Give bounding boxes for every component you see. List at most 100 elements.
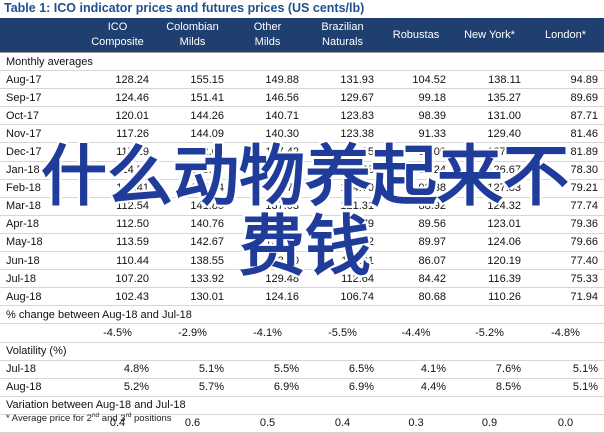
cell: 89.97 (380, 233, 452, 253)
cell: 112.64 (305, 269, 380, 289)
cell: -4.8% (527, 323, 604, 343)
table-title: Table 1: ICO indicator prices and future… (4, 1, 365, 15)
cell: 104.52 (380, 70, 452, 90)
overlay-text: 什么动物养起来不费钱 (41, 138, 569, 285)
cell: 129.48 (230, 269, 305, 289)
row-label: Feb-18 (0, 179, 80, 198)
cell: 130.01 (155, 287, 230, 307)
cell: 112.54 (80, 197, 155, 216)
cell: 8.5% (452, 378, 527, 397)
cell: 135.27 (452, 88, 527, 108)
cell: 113.59 (80, 233, 155, 253)
cell: 0.4 (80, 414, 155, 433)
row-label: May-18 (0, 233, 80, 253)
cell: 89.69 (527, 88, 604, 108)
data-row: -4.5% -2.9% -4.1% -5.5% -4.4% -5.2% -4.8% (0, 323, 604, 343)
cell: 77.40 (527, 251, 604, 271)
cell: 138.02 (230, 233, 305, 253)
cell: -5.2% (452, 323, 527, 343)
cell: 123.38 (305, 124, 380, 144)
data-row: Sep-17 124.46 151.41 146.56 129.67 99.18 135.2… (0, 88, 604, 108)
cell: 5.1% (527, 360, 604, 379)
cell: 77.74 (527, 197, 604, 216)
cell: 138.11 (452, 70, 527, 90)
cell: 131.93 (305, 70, 380, 90)
cell: 90.24 (380, 161, 452, 180)
section-row: Monthly averages (0, 51, 604, 72)
data-row: Aug-18 5.2% 5.7% 6.9% 6.9% 4.4% 8.5% 5.1% (0, 378, 604, 397)
cell: 80.68 (380, 287, 452, 307)
data-row: Oct-17 120.01 144.26 140.71 123.83 98.39 131.0… (0, 106, 604, 126)
cell: 140.30 (230, 124, 305, 144)
cell: 71.94 (527, 287, 604, 307)
column-header-text: Composite (91, 36, 144, 48)
cell: 123.83 (305, 106, 380, 126)
cell: -4.4% (380, 323, 452, 343)
cell: 5.7% (155, 378, 230, 397)
cell: 120.01 (80, 106, 155, 126)
data-row: May-18 113.59 142.67 138.02 120.62 89.97 124.0… (0, 233, 604, 253)
data-row: Dec-17 115.19 142.08 137.42 122.05 91.09 127.5… (0, 142, 604, 162)
column-header-text: Robustas (392, 28, 440, 41)
column-header-text: Brazilian (321, 21, 364, 33)
column-header-text: Milds (254, 36, 281, 48)
section-row: % change between Aug-18 and Jul-18 (0, 305, 604, 325)
cell: 86.07 (380, 251, 452, 271)
section-row: Variation between Aug-18 and Jul-18 (0, 395, 604, 415)
row-label: Oct-17 (0, 106, 80, 126)
footnote-text: positions (131, 413, 172, 425)
cell: 140.76 (155, 215, 230, 234)
column-header: New York* (452, 18, 527, 53)
cell: 102.43 (80, 287, 155, 307)
section-heading: Monthly averages (0, 51, 604, 72)
cell: 4.8% (80, 360, 155, 379)
row-label: Nov-17 (0, 124, 80, 144)
column-header: Brazilian Naturals (305, 18, 380, 53)
cell: -2.9% (155, 323, 230, 343)
footnote: * Average price for 2nd and 3rd position… (6, 412, 172, 424)
row-label: Jan-18 (0, 161, 80, 180)
row-label (0, 323, 80, 343)
cell: 151.41 (155, 88, 230, 108)
cell: 94.89 (527, 70, 604, 90)
cell: 88.92 (380, 197, 452, 216)
cell: 123.01 (452, 215, 527, 234)
cell: 120.19 (452, 251, 527, 271)
cell: 5.5% (230, 360, 305, 379)
cell: 79.36 (527, 215, 604, 234)
cell: 4.4% (380, 378, 452, 397)
cell: 4.1% (380, 360, 452, 379)
data-row: Aug-17 128.24 155.15 149.88 131.93 104.52 138.… (0, 70, 604, 90)
column-header: Robustas (380, 18, 452, 53)
section-heading: Volatility (%) (0, 341, 604, 361)
cell: 98.39 (380, 106, 452, 126)
footnote-text: * Average price for (6, 413, 87, 425)
cell: 5.1% (527, 378, 604, 397)
header-row: ICO Composite Colombian Milds Other Milds Braz… (0, 18, 604, 53)
cell: 119.79 (305, 215, 380, 234)
cell: 137.42 (230, 142, 305, 162)
cell: 117.26 (80, 124, 155, 144)
column-header-text: ICO (107, 21, 128, 33)
cell: 142.08 (155, 142, 230, 162)
cell: 91.33 (380, 124, 452, 144)
cell: 0.3 (380, 414, 452, 433)
column-header: ICO Composite (80, 18, 155, 53)
cell: 5.2% (80, 378, 155, 397)
cell: 124.32 (452, 197, 527, 216)
cell: 149.88 (230, 70, 305, 90)
row-label: Sep-17 (0, 88, 80, 108)
cell: 5.1% (155, 360, 230, 379)
cell: 6.9% (230, 378, 305, 397)
data-row: Jul-18 107.20 133.92 129.48 112.64 84.42 116.3… (0, 269, 604, 289)
footnote-text: 3 (120, 413, 126, 425)
column-header-text: New York* (464, 28, 515, 41)
cell: 79.21 (527, 179, 604, 198)
cell: 6.5% (305, 360, 380, 379)
section-heading: % change between Aug-18 and Jul-18 (0, 305, 604, 325)
cell: 112.50 (80, 215, 155, 234)
cell: 124.16 (230, 287, 305, 307)
cell: 131.00 (452, 106, 527, 126)
cell: 127.83 (452, 179, 527, 198)
